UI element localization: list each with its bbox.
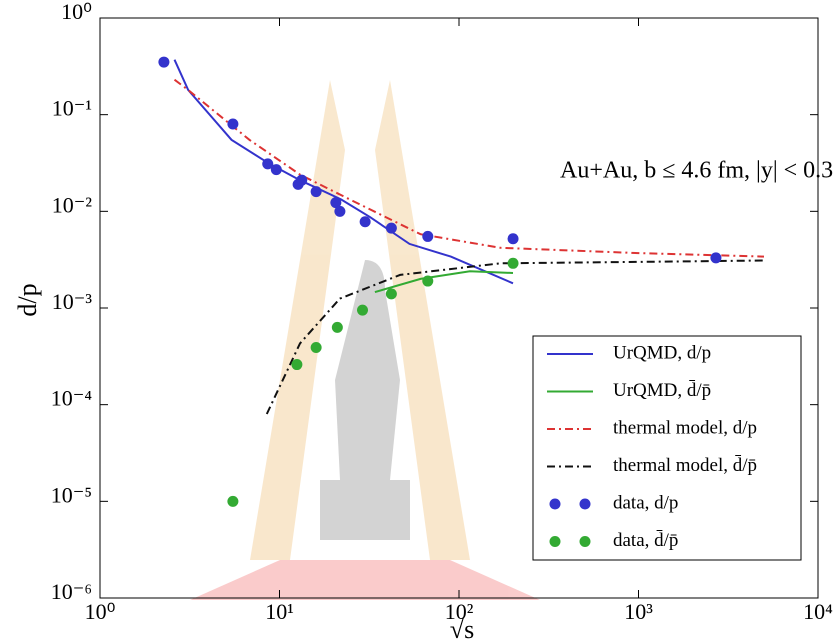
data-point (270, 164, 282, 176)
y-tick-label: 10⁻³ (52, 289, 93, 314)
legend-label: data, d/p (613, 492, 678, 513)
data-point (385, 288, 397, 300)
data-point (422, 275, 434, 287)
y-tick-label: 10⁻¹ (52, 96, 92, 121)
x-tick-label: 10⁴ (803, 599, 833, 624)
data-point (291, 359, 303, 371)
data-point (710, 252, 722, 264)
data-point (331, 321, 343, 333)
x-tick-label: 10⁰ (85, 599, 116, 624)
data-point (296, 174, 308, 186)
y-axis-label: d/p (13, 283, 42, 316)
watermark-ribbon (190, 560, 540, 600)
data-point (357, 304, 369, 316)
data-point (330, 197, 342, 209)
y-tick-label: 10⁻⁴ (51, 386, 93, 411)
data-point (334, 205, 346, 217)
x-tick-label: 10³ (624, 599, 653, 624)
y-tick-label: 10⁻² (52, 192, 93, 217)
watermark-base (320, 480, 410, 540)
data-point (507, 257, 519, 269)
series-line (173, 78, 765, 258)
y-tick-label: 10⁻⁵ (51, 482, 92, 507)
y-tick-label: 10⁰ (61, 0, 92, 24)
data-point (310, 342, 322, 354)
legend-marker (549, 498, 561, 510)
data-point (507, 233, 519, 245)
data-point (158, 56, 170, 68)
legend-marker (579, 498, 591, 510)
legend-marker (579, 536, 591, 547)
watermark (190, 80, 540, 600)
data-point (227, 495, 239, 507)
legend-label: thermal model, d/p (613, 417, 757, 438)
data-point (385, 222, 397, 234)
data-point (262, 158, 274, 170)
legend-box (532, 335, 802, 561)
x-tick-label: 10² (445, 599, 474, 624)
x-tick-label: 10¹ (265, 599, 294, 624)
legend: UrQMD, d/p UrQMD, d̄/p̄ thermal model, d/p… (532, 335, 802, 561)
x-axis-label: √s (450, 615, 474, 644)
data-point (422, 230, 434, 242)
watermark-statue (335, 260, 400, 480)
annotation: Au+Au, b ≤ 4.6 fm, |y| < 0.3 (560, 158, 833, 184)
legend-label: UrQMD, d/p (613, 342, 711, 363)
legend-label: data, d̄/p̄ (613, 530, 678, 551)
legend-label: thermal model, d̄/p̄ (613, 455, 757, 476)
legend-marker (549, 536, 561, 547)
data-point (227, 118, 239, 130)
data-point (310, 186, 322, 198)
y-tick-label: 10⁻⁶ (51, 579, 92, 604)
watermark-tower (250, 80, 470, 560)
series-line (265, 259, 765, 415)
legend-label: UrQMD, d̄/p̄ (613, 380, 711, 401)
data-point (359, 216, 371, 228)
series-line (173, 59, 514, 285)
series-line (374, 270, 514, 294)
